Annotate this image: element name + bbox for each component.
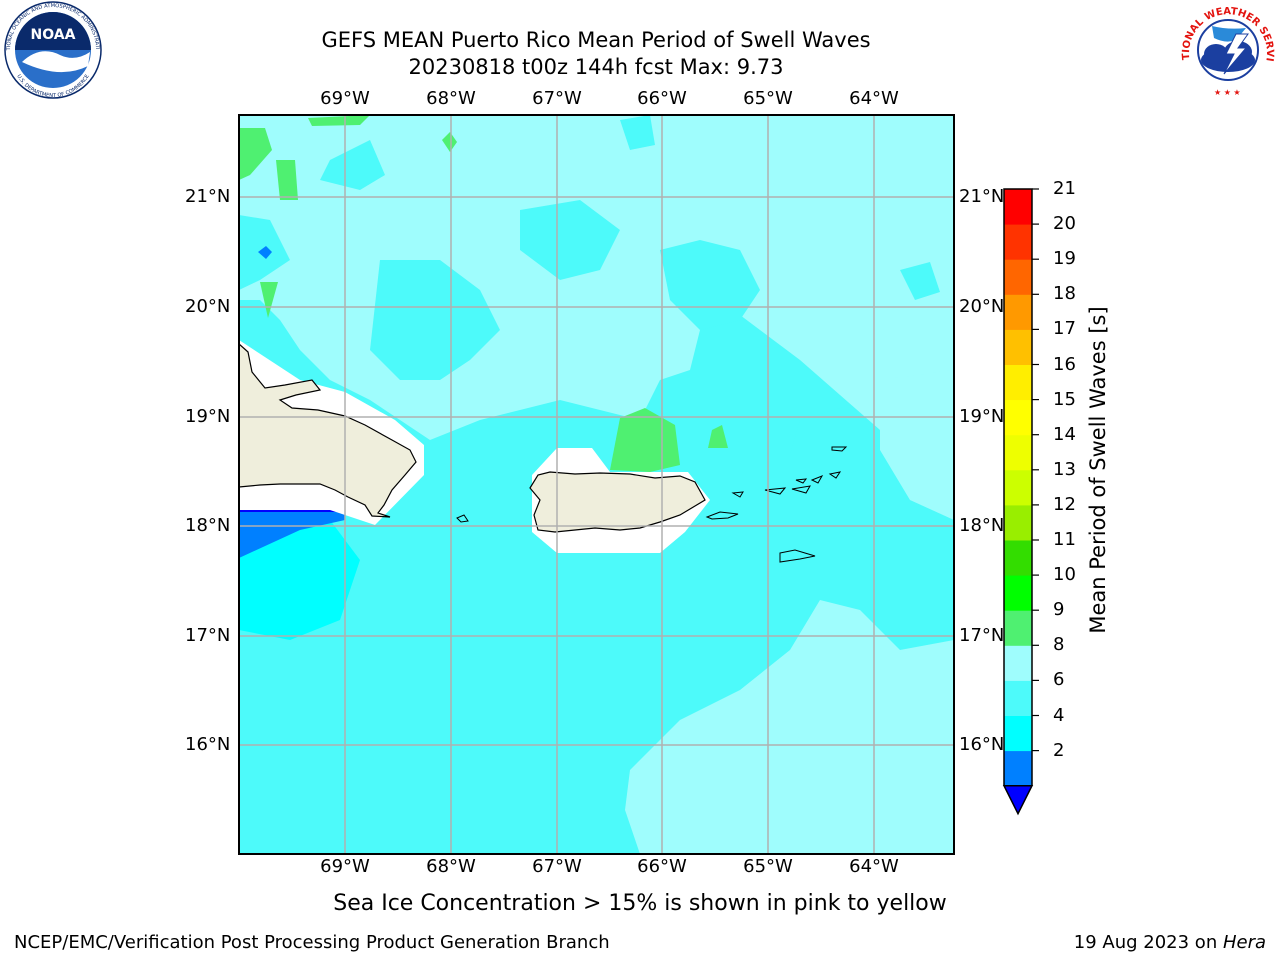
lon-label-bottom: 66°W (637, 856, 687, 877)
lon-label-top: 65°W (743, 88, 793, 109)
colorbar-tick-label: 11 (1053, 529, 1076, 550)
nws-logo: NATIONAL WEATHER SERVICE ★ ★ ★ (1176, 0, 1276, 98)
green-patch-3 (308, 115, 370, 126)
colorbar-tick-label: 20 (1053, 213, 1076, 235)
lon-label-bottom: 64°W (849, 856, 899, 877)
lat-label-right: 17°N (959, 625, 1005, 646)
colorbar-tick-label: 14 (1053, 423, 1076, 445)
land-mona-island (456, 514, 469, 523)
colorbar-segment (1004, 575, 1032, 611)
chart-subtitle: 20230818 t00z 144h fcst Max: 9.73 (408, 55, 784, 79)
noaa-logo: NOAA NATIONAL OCEANIC AND ATMOSPHERIC AD… (0, 0, 102, 99)
land-hispaniola (239, 343, 417, 518)
low-period-spot (258, 246, 272, 259)
colorbar-tick-label: 21 (1053, 178, 1076, 199)
colorbar-tick-label: 16 (1053, 353, 1076, 375)
green-patch-7 (708, 425, 728, 448)
lon-label-top: 64°W (849, 88, 899, 109)
graticule (239, 115, 954, 854)
colorbar-segment (1004, 750, 1032, 787)
lon-label-top: 69°W (320, 88, 370, 109)
lat-label-left: 20°N (185, 296, 231, 317)
lon-label-bottom: 65°W (743, 856, 793, 877)
lon-label-bottom: 67°W (532, 856, 582, 877)
ocean-patch-north-7 (900, 262, 940, 300)
ocean-patch-north-5 (620, 115, 655, 150)
colorbar-segment (1004, 329, 1032, 365)
footer-host: Hera (1222, 932, 1266, 953)
colorbar-extend-arrow (1002, 784, 1034, 816)
ocean-field-light-south (625, 600, 954, 854)
ocean-patch-north-8 (790, 405, 880, 480)
green-patch-1 (239, 128, 272, 180)
sea-ice-note: Sea Ice Concentration > 15% is shown in … (333, 891, 947, 916)
lon-label-bottom: 69°W (320, 856, 370, 877)
lat-label-left: 19°N (185, 406, 231, 427)
low-period-patch-blue (239, 500, 345, 558)
colorbar-segment (1004, 189, 1032, 225)
colorbar-tick-label: 6 (1053, 669, 1065, 691)
ocean-patch-north-4 (370, 260, 500, 380)
colorbar-segment (1004, 610, 1032, 646)
lat-label-left: 16°N (185, 734, 231, 755)
ocean-field-light-east (880, 370, 954, 520)
lat-label-right: 21°N (959, 186, 1005, 207)
colorbar-segment (1004, 259, 1032, 295)
colorbar-segment (1004, 715, 1032, 752)
noaa-logo-text: NOAA (31, 27, 76, 43)
land-vieques (705, 511, 739, 520)
green-patch-4 (442, 132, 457, 152)
lat-label-left: 21°N (185, 186, 231, 207)
chart-title: GEFS MEAN Puerto Rico Mean Period of Swe… (321, 28, 871, 52)
colorbar-tick-label: 19 (1053, 248, 1076, 270)
colorbar-tick-label: 10 (1053, 564, 1076, 586)
lat-label-right: 16°N (959, 734, 1005, 755)
colorbar-segment (1004, 680, 1032, 716)
lat-label-right: 20°N (959, 296, 1005, 317)
ocean-patch-north-1 (320, 140, 385, 190)
lon-label-bottom: 68°W (426, 856, 476, 877)
colorbar-tick-label: 4 (1053, 704, 1065, 726)
footer-date: 19 Aug 2023 on Hera (1074, 932, 1266, 953)
colorbar-tick-label: 12 (1053, 493, 1076, 515)
lat-label-right: 18°N (959, 515, 1005, 536)
svg-text:★ ★ ★: ★ ★ ★ (1214, 88, 1241, 97)
footer-date-text: 19 Aug 2023 on (1073, 932, 1223, 953)
colorbar-tick-label: 13 (1053, 458, 1076, 480)
lat-label-left: 18°N (185, 515, 231, 536)
colorbar-tick-label: 8 (1053, 634, 1065, 656)
colorbar-segment (1004, 294, 1032, 330)
colorbar-segment (1004, 540, 1032, 576)
lon-label-top: 68°W (426, 88, 476, 109)
colorbar-tick-label: 2 (1053, 739, 1065, 761)
colorbar-segment (1004, 224, 1032, 260)
colorbar-frame (1003, 188, 1033, 786)
colorbar-segment (1004, 645, 1032, 681)
land-virgin-islands (731, 446, 848, 498)
green-patch-5 (260, 282, 278, 318)
lon-label-top: 67°W (532, 88, 582, 109)
colorbar-segment (1004, 504, 1032, 541)
colorbar-segment (1004, 469, 1032, 506)
lat-label-right: 19°N (959, 406, 1005, 427)
ocean-patch-north-2 (520, 200, 620, 280)
land-st-croix (779, 549, 816, 563)
lat-label-left: 17°N (185, 625, 231, 646)
colorbar-tick-label: 9 (1053, 599, 1065, 621)
lon-label-top: 66°W (637, 88, 687, 109)
map-frame (238, 114, 955, 855)
green-patch-2 (276, 160, 298, 200)
colorbar-tick-label: 18 (1053, 283, 1076, 305)
colorbar-segment (1004, 399, 1032, 436)
colorbar-tick-label: 17 (1053, 318, 1076, 340)
colorbar-label: Mean Period of Swell Waves [s] (1086, 306, 1110, 634)
footer-credit: NCEP/EMC/Verification Post Processing Pr… (14, 932, 610, 953)
colorbar-segment (1004, 434, 1032, 471)
colorbar-segment (1004, 364, 1032, 401)
colorbar-tick-label: 15 (1053, 388, 1076, 410)
